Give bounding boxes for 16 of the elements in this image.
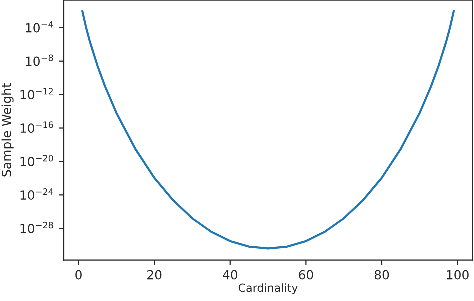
y-tick-label: 10$^{−20}$	[20, 155, 54, 167]
line-series	[82, 10, 456, 250]
y-tick-label: 10$^{−24}$	[20, 188, 54, 200]
y-tick-label: 10$^{−8}$	[26, 54, 54, 66]
y-axis-title: Sample Weight	[2, 83, 14, 177]
y-tick-label: 10$^{−12}$	[20, 88, 54, 100]
x-tick-label: 60	[299, 270, 314, 280]
y-tick-label: 10$^{−4}$	[26, 21, 54, 33]
x-axis-title: Cardinality	[238, 284, 298, 294]
y-tick-label: 10$^{−28}$	[20, 222, 54, 234]
x-tick-label: 100	[447, 270, 469, 280]
x-tick-label: 80	[374, 270, 390, 280]
x-tick-label: 40	[223, 270, 238, 280]
x-tick-label: 20	[148, 270, 162, 280]
x-tick-label: 0	[76, 270, 82, 280]
y-tick-label: 10$^{−16}$	[20, 122, 54, 134]
